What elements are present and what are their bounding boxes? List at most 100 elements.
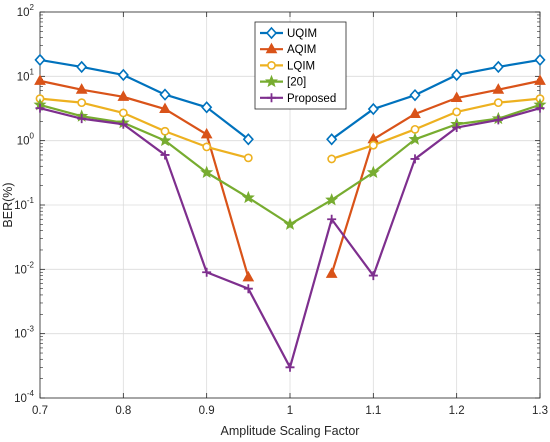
legend-item: LQIM — [260, 60, 315, 72]
x-tick-label: 1 — [287, 405, 293, 417]
series-uqim — [34, 53, 546, 146]
data-point-marker — [118, 108, 128, 118]
x-tick-label: 0.9 — [199, 405, 215, 417]
data-point-marker — [243, 284, 253, 294]
legend-label: Proposed — [287, 93, 336, 105]
legend: UQIM AQIM LQIM [20] Proposed — [254, 21, 347, 110]
data-point-marker — [202, 267, 212, 277]
x-tick-label: 0.8 — [115, 405, 131, 417]
data-point-marker — [265, 74, 278, 88]
data-point-marker — [34, 74, 46, 85]
data-point-marker — [327, 214, 337, 224]
y-tick-base: 10 — [17, 7, 30, 19]
data-point-marker — [77, 98, 87, 108]
data-point-marker — [325, 193, 339, 206]
data-point-marker — [202, 142, 212, 152]
data-point-marker — [34, 53, 46, 67]
y-tick-label: 10-1 — [14, 196, 34, 212]
data-point-marker — [118, 119, 128, 129]
data-point-marker — [75, 83, 88, 94]
legend-item: UQIM — [260, 26, 317, 40]
series-line — [39, 79, 250, 278]
y-tick-label: 10-4 — [14, 389, 34, 405]
data-point-marker — [76, 60, 88, 74]
data-point-marker — [493, 115, 503, 125]
data-point-marker — [368, 140, 378, 150]
data-point-marker — [285, 362, 295, 372]
legend-label: LQIM — [287, 60, 315, 72]
legend-label: AQIM — [287, 44, 316, 56]
series-lqim — [35, 94, 545, 164]
y-tick-label: 10-3 — [14, 325, 34, 341]
y-axis-title: BER(%) — [1, 182, 15, 227]
data-point-marker — [409, 88, 421, 102]
data-point-marker — [410, 154, 420, 164]
data-point-marker — [159, 102, 171, 114]
data-point-marker — [534, 74, 546, 85]
y-tick-exponent: 1 — [30, 67, 35, 76]
data-point-marker — [77, 114, 87, 124]
series-proposed — [35, 103, 545, 372]
y-tick-exponent: 2 — [30, 3, 35, 12]
data-point-marker — [35, 103, 45, 113]
y-tick-base: 10 — [17, 136, 30, 148]
x-tick-label: 0.7 — [32, 405, 48, 417]
data-point-marker — [267, 93, 276, 103]
series-line — [39, 58, 249, 141]
x-axis-title: Amplitude Scaling Factor — [221, 424, 360, 438]
y-tick-base: 10 — [17, 71, 30, 83]
data-point-marker — [160, 150, 170, 160]
y-tick-base: 10 — [14, 264, 27, 276]
legend-item: Proposed — [260, 93, 336, 105]
data-point-marker — [492, 83, 505, 94]
data-point-marker — [492, 60, 504, 74]
data-point-marker — [267, 61, 276, 70]
legend-label: UQIM — [287, 28, 317, 40]
y-tick-exponent: -4 — [27, 389, 35, 398]
series-group — [33, 53, 547, 372]
data-point-marker — [408, 132, 422, 145]
data-point-marker — [366, 165, 380, 179]
data-point-marker — [283, 217, 297, 230]
data-point-marker — [200, 127, 213, 139]
series-line — [39, 97, 249, 159]
data-point-marker — [451, 68, 463, 82]
data-point-marker — [452, 123, 462, 133]
data-point-marker — [493, 98, 503, 108]
data-point-marker — [409, 107, 421, 118]
y-tick-exponent: -3 — [27, 325, 35, 334]
data-point-marker — [534, 53, 546, 67]
y-tick-label: 102 — [17, 3, 35, 19]
data-point-marker — [242, 270, 255, 282]
data-point-marker — [410, 124, 420, 134]
data-point-marker — [535, 103, 545, 113]
y-tick-exponent: -1 — [27, 196, 35, 205]
data-point-marker — [242, 133, 254, 146]
data-point-marker — [159, 88, 171, 101]
data-point-marker — [117, 90, 130, 101]
data-point-marker — [326, 133, 338, 146]
data-point-marker — [200, 165, 214, 179]
series-line — [330, 79, 541, 275]
data-point-marker — [265, 26, 278, 40]
y-tick-base: 10 — [14, 200, 27, 212]
data-point-marker — [265, 42, 278, 54]
data-point-marker — [241, 190, 255, 204]
y-tick-label: 10-2 — [14, 260, 34, 276]
data-point-marker — [452, 107, 462, 117]
x-tick-label: 1.1 — [365, 405, 381, 417]
data-point-marker — [327, 154, 337, 164]
data-point-marker — [117, 68, 129, 82]
data-point-marker — [450, 91, 463, 103]
data-point-marker — [158, 133, 172, 147]
y-tick-base: 10 — [14, 329, 27, 341]
x-tick-label: 1.2 — [449, 405, 465, 417]
y-tick-label: 100 — [17, 132, 35, 148]
legend-label: [20] — [287, 77, 306, 89]
legend-item: [20] — [260, 74, 306, 89]
data-point-marker — [243, 153, 253, 163]
data-point-marker — [325, 267, 338, 278]
series-line — [331, 97, 541, 160]
y-tick-base: 10 — [14, 393, 27, 405]
